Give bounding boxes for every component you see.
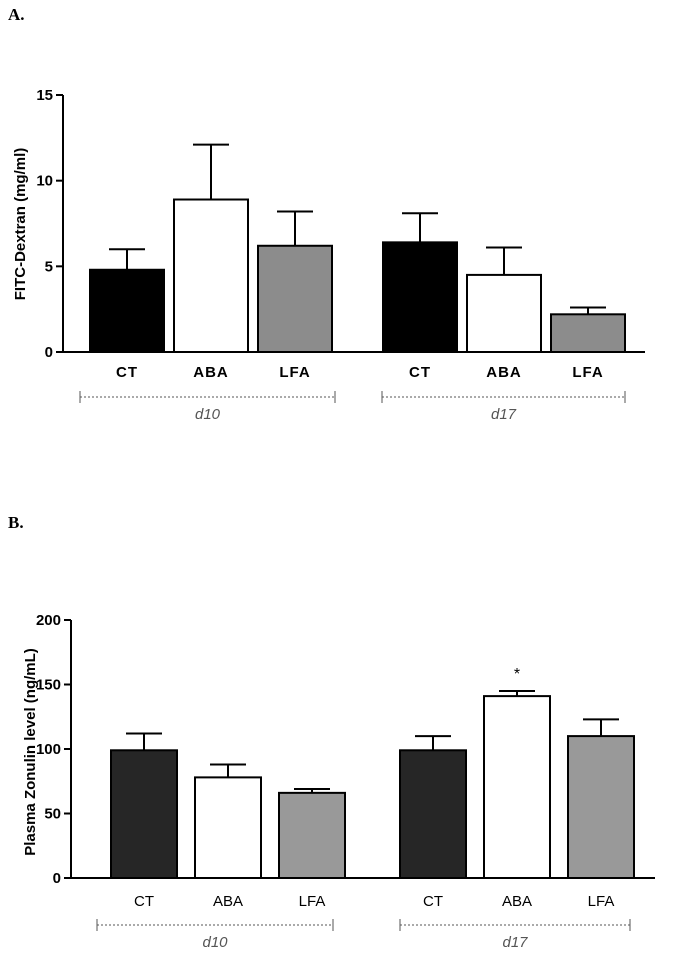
category-label: LFA — [572, 364, 603, 381]
significance-marker: * — [514, 666, 520, 683]
category-label: LFA — [279, 364, 310, 381]
y-tick-label: 150 — [36, 677, 61, 694]
bar-lfa-d10 — [278, 791, 346, 879]
y-tick-label: 10 — [36, 173, 53, 190]
group-label: d17 — [491, 406, 517, 423]
bar-aba-d10 — [173, 198, 249, 353]
bar-lfa-d17 — [550, 313, 626, 354]
panel-label: A. — [8, 5, 25, 24]
category-label: LFA — [299, 893, 326, 910]
panel-a: A. FITC-Dextran (mg/ml) 0 5 10 15 CT ABA LFA CT AB… — [8, 5, 645, 423]
y-tick-label: 5 — [45, 258, 53, 275]
category-label: ABA — [502, 893, 532, 910]
bar-aba-d17 — [483, 695, 551, 879]
bar-aba-d10 — [194, 776, 262, 880]
category-label: CT — [409, 364, 431, 381]
category-label: CT — [134, 893, 154, 910]
panel-label: B. — [8, 513, 24, 532]
category-label: LFA — [588, 893, 615, 910]
y-tick-label: 0 — [53, 870, 61, 887]
category-label: ABA — [213, 893, 243, 910]
bar-lfa-d17 — [567, 735, 635, 879]
category-label: ABA — [193, 364, 229, 381]
category-label: CT — [116, 364, 138, 381]
bar-ct-d10 — [89, 268, 165, 354]
y-tick-label: 0 — [45, 344, 53, 361]
panel-b: B. Plasma Zonulin level (ng/mL) 0 50 100 150 2… — [8, 513, 655, 951]
group-label: d10 — [195, 406, 221, 423]
y-axis-label: FITC-Dextran (mg/ml) — [12, 148, 29, 301]
group-label: d10 — [202, 934, 228, 951]
y-axis-label: Plasma Zonulin level (ng/mL) — [22, 648, 39, 856]
bar-ct-d10 — [110, 749, 178, 879]
bar-lfa-d10 — [257, 244, 333, 353]
group-label: d17 — [502, 934, 528, 951]
category-label: ABA — [486, 364, 522, 381]
bar-aba-d17 — [466, 273, 542, 353]
bar-ct-d17 — [382, 241, 458, 353]
y-tick-label: 100 — [36, 741, 61, 758]
y-tick-label: 200 — [36, 612, 61, 629]
category-label: CT — [423, 893, 443, 910]
y-tick-label: 15 — [36, 87, 53, 104]
y-tick-label: 50 — [44, 806, 61, 823]
bar-ct-d17 — [399, 749, 467, 879]
